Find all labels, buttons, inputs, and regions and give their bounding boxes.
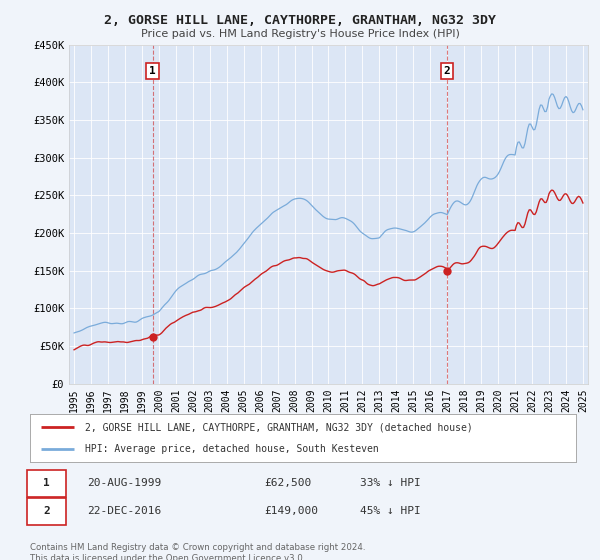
Text: 1: 1 — [149, 66, 156, 76]
Text: £62,500: £62,500 — [264, 478, 311, 488]
Text: £149,000: £149,000 — [264, 506, 318, 516]
Text: 20-AUG-1999: 20-AUG-1999 — [87, 478, 161, 488]
Text: 2, GORSE HILL LANE, CAYTHORPE, GRANTHAM, NG32 3DY: 2, GORSE HILL LANE, CAYTHORPE, GRANTHAM,… — [104, 14, 496, 27]
Text: Contains HM Land Registry data © Crown copyright and database right 2024.
This d: Contains HM Land Registry data © Crown c… — [30, 543, 365, 560]
Text: 2: 2 — [43, 506, 50, 516]
Text: 1: 1 — [43, 478, 50, 488]
Text: Price paid vs. HM Land Registry's House Price Index (HPI): Price paid vs. HM Land Registry's House … — [140, 29, 460, 39]
Text: 2, GORSE HILL LANE, CAYTHORPE, GRANTHAM, NG32 3DY (detached house): 2, GORSE HILL LANE, CAYTHORPE, GRANTHAM,… — [85, 422, 472, 432]
Text: 22-DEC-2016: 22-DEC-2016 — [87, 506, 161, 516]
Text: 45% ↓ HPI: 45% ↓ HPI — [360, 506, 421, 516]
Text: 2: 2 — [443, 66, 450, 76]
Text: HPI: Average price, detached house, South Kesteven: HPI: Average price, detached house, Sout… — [85, 444, 379, 454]
Text: 33% ↓ HPI: 33% ↓ HPI — [360, 478, 421, 488]
